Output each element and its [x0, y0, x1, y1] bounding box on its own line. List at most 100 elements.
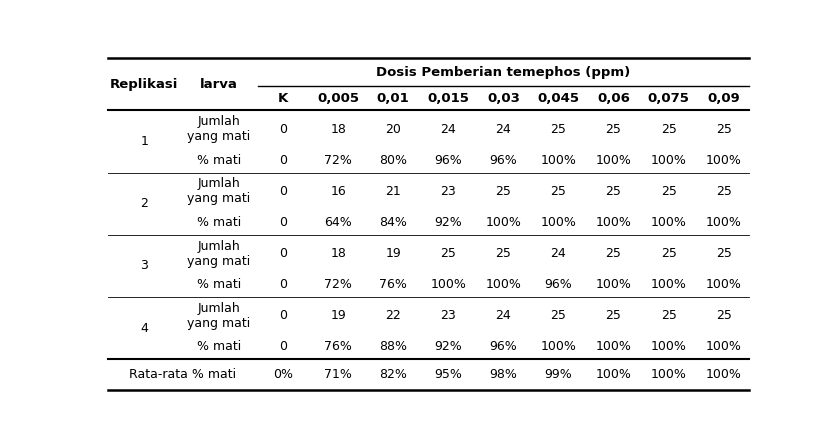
Text: 25: 25 — [605, 247, 621, 260]
Text: 72%: 72% — [324, 154, 352, 167]
Text: 100%: 100% — [541, 154, 576, 167]
Text: 100%: 100% — [706, 278, 742, 291]
Text: K: K — [278, 91, 288, 105]
Text: 22: 22 — [385, 309, 401, 322]
Text: 76%: 76% — [380, 278, 407, 291]
Text: 99%: 99% — [544, 368, 573, 381]
Text: 24: 24 — [551, 247, 566, 260]
Text: 0,06: 0,06 — [597, 91, 630, 105]
Text: 4: 4 — [140, 321, 148, 335]
Text: 24: 24 — [441, 123, 456, 136]
Text: 0,045: 0,045 — [538, 91, 579, 105]
Text: 100%: 100% — [650, 341, 686, 353]
Text: 100%: 100% — [595, 278, 631, 291]
Text: % mati: % mati — [197, 216, 242, 229]
Text: 71%: 71% — [324, 368, 352, 381]
Text: 25: 25 — [441, 247, 456, 260]
Text: 100%: 100% — [650, 278, 686, 291]
Text: Replikasi: Replikasi — [110, 78, 178, 91]
Text: 25: 25 — [605, 309, 621, 322]
Text: 0,03: 0,03 — [487, 91, 520, 105]
Text: 24: 24 — [496, 309, 512, 322]
Text: 0: 0 — [279, 309, 287, 322]
Text: 84%: 84% — [380, 216, 407, 229]
Text: 19: 19 — [330, 309, 346, 322]
Text: 92%: 92% — [435, 341, 462, 353]
Text: 18: 18 — [330, 247, 346, 260]
Text: 25: 25 — [660, 247, 676, 260]
Text: 100%: 100% — [595, 216, 631, 229]
Text: 0: 0 — [279, 154, 287, 167]
Text: 25: 25 — [496, 185, 512, 198]
Text: Jumlah
yang mati: Jumlah yang mati — [187, 178, 251, 206]
Text: 64%: 64% — [324, 216, 352, 229]
Text: 100%: 100% — [541, 216, 576, 229]
Text: 98%: 98% — [489, 368, 517, 381]
Text: 96%: 96% — [490, 154, 517, 167]
Text: 25: 25 — [550, 123, 566, 136]
Text: 95%: 95% — [435, 368, 462, 381]
Text: 25: 25 — [496, 247, 512, 260]
Text: % mati: % mati — [197, 278, 242, 291]
Text: 25: 25 — [550, 309, 566, 322]
Text: % mati: % mati — [197, 154, 242, 167]
Text: 18: 18 — [330, 123, 346, 136]
Text: 76%: 76% — [324, 341, 352, 353]
Text: 0: 0 — [279, 341, 287, 353]
Text: % mati: % mati — [197, 341, 242, 353]
Text: 100%: 100% — [595, 368, 631, 381]
Text: 0,005: 0,005 — [317, 91, 359, 105]
Text: Jumlah
yang mati: Jumlah yang mati — [187, 302, 251, 330]
Text: 100%: 100% — [541, 341, 576, 353]
Text: 16: 16 — [330, 185, 346, 198]
Text: 100%: 100% — [706, 154, 742, 167]
Text: 100%: 100% — [706, 216, 742, 229]
Text: Jumlah
yang mati: Jumlah yang mati — [187, 240, 251, 268]
Text: 20: 20 — [385, 123, 401, 136]
Text: 0%: 0% — [273, 368, 293, 381]
Text: 88%: 88% — [380, 341, 407, 353]
Text: 92%: 92% — [435, 216, 462, 229]
Text: 0,09: 0,09 — [707, 91, 740, 105]
Text: 25: 25 — [605, 185, 621, 198]
Text: 23: 23 — [441, 185, 456, 198]
Text: 24: 24 — [496, 123, 512, 136]
Text: Rata-rata % mati: Rata-rata % mati — [129, 368, 237, 381]
Text: 0,01: 0,01 — [377, 91, 410, 105]
Text: larva: larva — [200, 78, 238, 91]
Text: 23: 23 — [441, 309, 456, 322]
Text: 25: 25 — [660, 123, 676, 136]
Text: 21: 21 — [385, 185, 401, 198]
Text: 80%: 80% — [380, 154, 407, 167]
Text: 100%: 100% — [650, 154, 686, 167]
Text: 25: 25 — [716, 247, 732, 260]
Text: 0: 0 — [279, 278, 287, 291]
Text: 0: 0 — [279, 123, 287, 136]
Text: 96%: 96% — [544, 278, 573, 291]
Text: Dosis Pemberian temephos (ppm): Dosis Pemberian temephos (ppm) — [376, 66, 630, 79]
Text: 3: 3 — [140, 259, 148, 273]
Text: 100%: 100% — [650, 216, 686, 229]
Text: 82%: 82% — [380, 368, 407, 381]
Text: 100%: 100% — [431, 278, 466, 291]
Text: 25: 25 — [660, 309, 676, 322]
Text: 25: 25 — [716, 123, 732, 136]
Text: Jumlah
yang mati: Jumlah yang mati — [187, 115, 251, 143]
Text: 100%: 100% — [486, 216, 522, 229]
Text: 100%: 100% — [486, 278, 522, 291]
Text: 25: 25 — [605, 123, 621, 136]
Text: 0: 0 — [279, 216, 287, 229]
Text: 2: 2 — [140, 197, 148, 210]
Text: 25: 25 — [550, 185, 566, 198]
Text: 100%: 100% — [706, 368, 742, 381]
Text: 1: 1 — [140, 135, 148, 148]
Text: 100%: 100% — [595, 154, 631, 167]
Text: 100%: 100% — [595, 341, 631, 353]
Text: 25: 25 — [716, 309, 732, 322]
Text: 0: 0 — [279, 247, 287, 260]
Text: 19: 19 — [385, 247, 401, 260]
Text: 25: 25 — [660, 185, 676, 198]
Text: 0,075: 0,075 — [648, 91, 690, 105]
Text: 100%: 100% — [706, 341, 742, 353]
Text: 72%: 72% — [324, 278, 352, 291]
